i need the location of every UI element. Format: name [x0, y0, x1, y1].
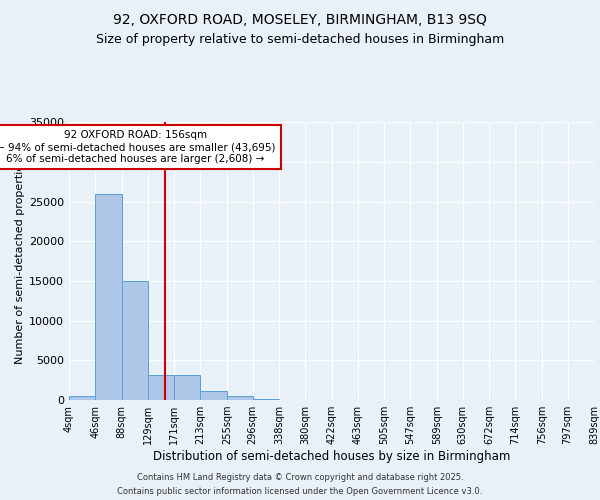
- Text: Contains public sector information licensed under the Open Government Licence v3: Contains public sector information licen…: [118, 488, 482, 496]
- Bar: [227, 396, 253, 400]
- Text: Size of property relative to semi-detached houses in Birmingham: Size of property relative to semi-detach…: [96, 32, 504, 46]
- Bar: [200, 392, 227, 400]
- Bar: [69, 396, 95, 400]
- Text: Contains HM Land Registry data © Crown copyright and database right 2025.: Contains HM Land Registry data © Crown c…: [137, 472, 463, 482]
- Y-axis label: Number of semi-detached properties: Number of semi-detached properties: [15, 158, 25, 364]
- Bar: [148, 376, 174, 400]
- Bar: [253, 399, 279, 400]
- Bar: [122, 281, 148, 400]
- X-axis label: Distribution of semi-detached houses by size in Birmingham: Distribution of semi-detached houses by …: [153, 450, 510, 463]
- Text: 92, OXFORD ROAD, MOSELEY, BIRMINGHAM, B13 9SQ: 92, OXFORD ROAD, MOSELEY, BIRMINGHAM, B1…: [113, 12, 487, 26]
- Bar: [95, 194, 122, 400]
- Bar: [174, 376, 200, 400]
- Text: 92 OXFORD ROAD: 156sqm
← 94% of semi-detached houses are smaller (43,695)
6% of : 92 OXFORD ROAD: 156sqm ← 94% of semi-det…: [0, 130, 275, 164]
